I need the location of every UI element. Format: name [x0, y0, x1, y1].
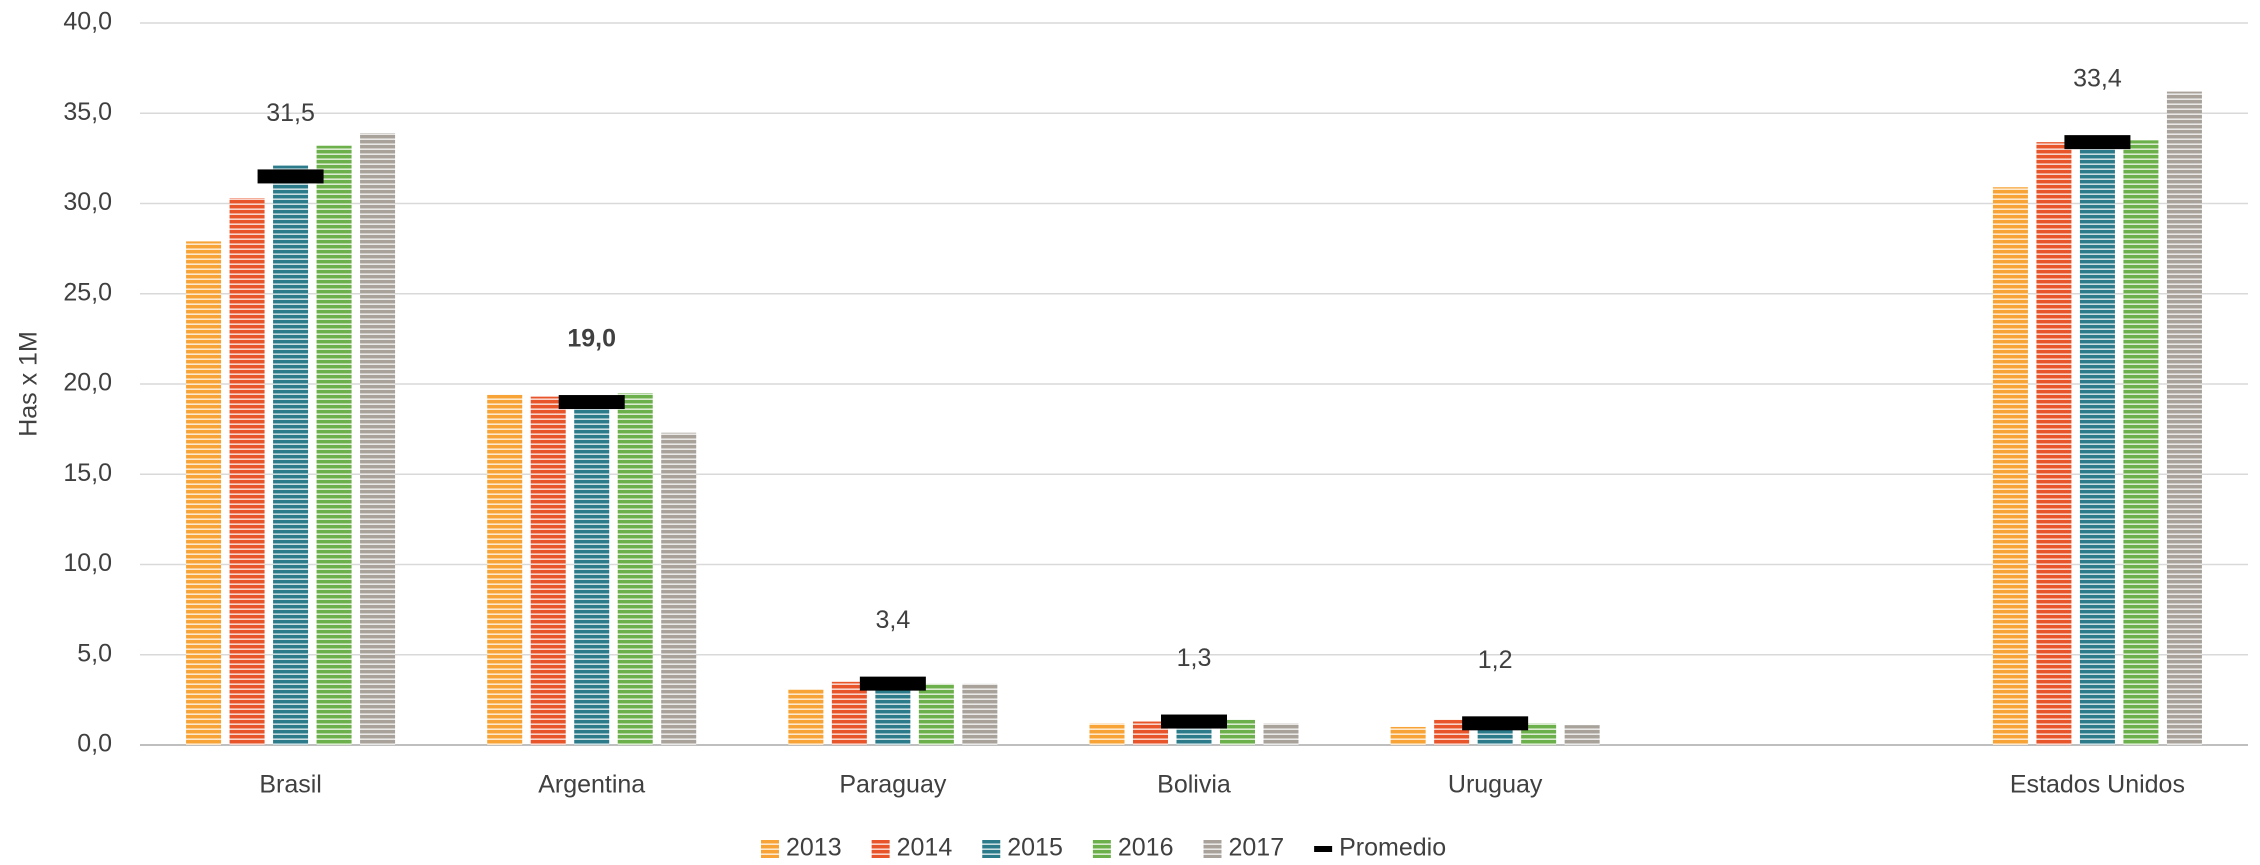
y-tick-label: 0,0	[77, 730, 112, 758]
bar	[661, 432, 697, 745]
legend-swatch	[1203, 840, 1222, 858]
legend-label: Promedio	[1339, 834, 1446, 862]
bar	[2123, 140, 2159, 745]
bar	[788, 689, 824, 745]
bar	[875, 680, 911, 745]
bar	[1564, 725, 1600, 745]
y-tick-label: 10,0	[63, 549, 112, 577]
y-tick-label: 40,0	[63, 8, 112, 36]
y-tick-label: 25,0	[63, 278, 112, 306]
legend-label: 2017	[1229, 834, 1285, 862]
y-axis-label: Has x 1M	[15, 331, 43, 437]
x-tick-label: Paraguay	[839, 771, 947, 799]
legend-swatch	[982, 840, 1001, 858]
bar	[2079, 140, 2115, 745]
average-marker	[1161, 714, 1227, 729]
bar	[229, 198, 265, 745]
y-tick-label: 15,0	[63, 459, 112, 487]
legend-swatch	[761, 840, 779, 858]
x-tick-label: Brasil	[259, 771, 322, 799]
data-label: 3,4	[875, 606, 910, 634]
legend-swatch	[1092, 840, 1111, 858]
bar	[918, 683, 954, 745]
x-tick-label: Argentina	[538, 771, 645, 799]
data-label: 1,2	[1478, 646, 1513, 674]
bar	[2036, 142, 2072, 745]
bar	[1992, 187, 2028, 745]
y-tick-label: 20,0	[63, 369, 112, 397]
bar	[574, 398, 610, 745]
bar	[1263, 723, 1299, 745]
y-tick-label: 35,0	[63, 98, 112, 126]
data-label: 1,3	[1177, 644, 1212, 672]
legend-label: 2014	[897, 834, 953, 862]
bar	[831, 681, 867, 745]
average-marker	[1462, 716, 1529, 731]
bar	[617, 393, 653, 745]
bar	[186, 241, 222, 745]
bar	[962, 683, 998, 745]
data-label: 19,0	[567, 325, 616, 353]
bar	[1390, 726, 1426, 745]
y-tick-label: 30,0	[63, 188, 112, 216]
bar	[273, 165, 309, 746]
legend-swatch	[871, 840, 890, 858]
bar	[487, 394, 523, 745]
x-tick-label: Estados Unidos	[2010, 771, 2185, 799]
average-marker	[558, 395, 625, 410]
bar	[530, 396, 566, 745]
legend-label: 2015	[1007, 834, 1063, 862]
x-tick-label: Bolivia	[1157, 771, 1231, 799]
bar	[1089, 723, 1125, 745]
legend-marker	[1314, 846, 1333, 852]
average-marker	[2064, 135, 2131, 150]
bar	[1521, 723, 1557, 745]
x-tick-label: Uruguay	[1448, 771, 1543, 799]
bar	[2166, 91, 2202, 746]
legend-label: 2013	[786, 834, 842, 862]
bar	[1133, 721, 1168, 745]
data-label: 31,5	[266, 99, 315, 127]
legend-label: 2016	[1118, 834, 1174, 862]
data-label: 33,4	[2073, 65, 2122, 93]
bar	[316, 145, 352, 746]
bar	[360, 133, 396, 746]
y-tick-label: 5,0	[77, 639, 112, 667]
average-marker	[859, 676, 926, 691]
average-marker	[257, 169, 324, 184]
